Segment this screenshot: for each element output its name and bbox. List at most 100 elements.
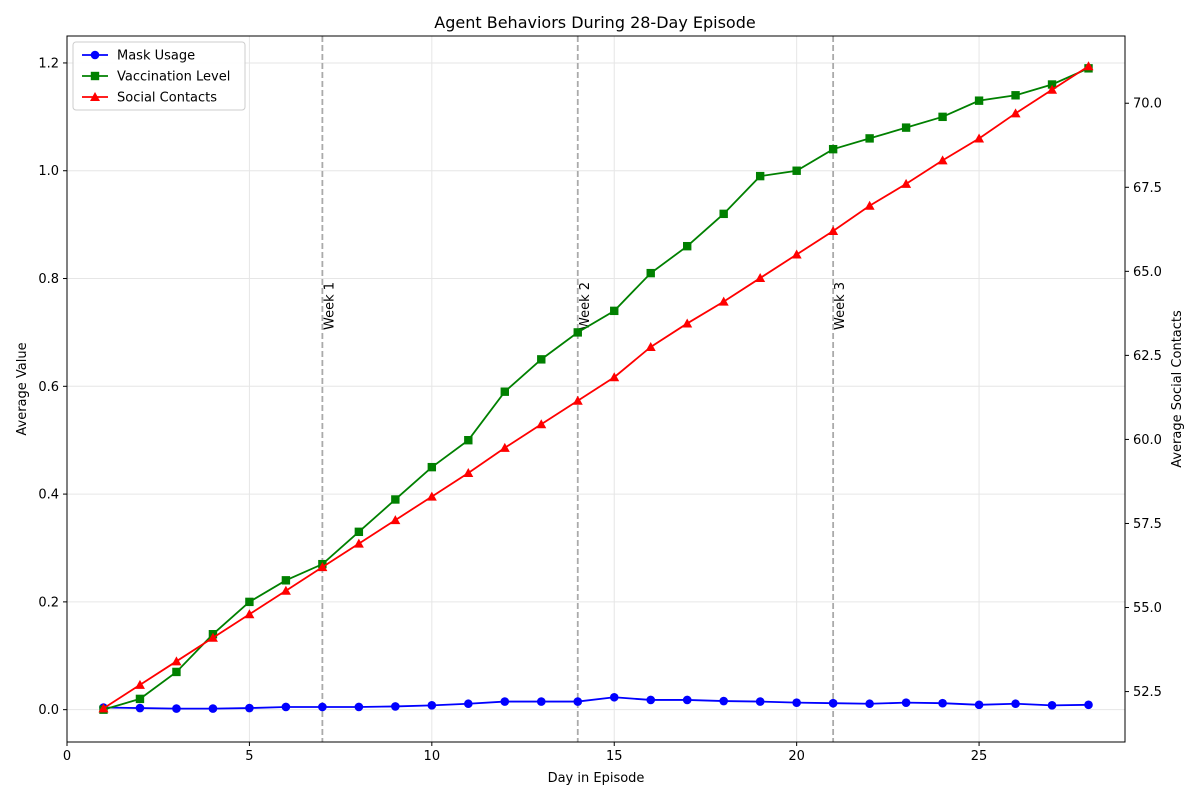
data-point [864,200,875,210]
data-point [90,71,100,81]
data-point [865,134,874,143]
legend-label: Social Contacts [117,91,217,106]
data-point [1047,701,1057,710]
data-point [573,328,582,337]
y2-tick-label: 57.5 [1133,517,1162,532]
data-point [500,697,510,706]
data-point [427,701,437,710]
data-point [245,597,254,607]
data-point [718,296,729,306]
data-point [828,144,838,154]
data-point [1010,108,1021,118]
y-axis-label: Average Value [15,342,30,435]
data-point [609,372,620,382]
series-line [103,696,1089,710]
data-point [135,703,145,713]
y2-tick-label: 52.5 [1133,685,1162,700]
data-point [90,92,100,101]
data-point [791,249,802,259]
data-point [536,419,547,429]
plot-area-frame [66,35,1126,743]
y-tick-label: 0.8 [38,272,59,287]
data-point [1011,699,1020,709]
legend-item: Mask Usage [82,49,195,64]
y2-tick-label: 67.5 [1133,181,1162,196]
data-point [755,273,766,283]
data-point [1047,80,1057,89]
data-point [98,703,109,713]
data-point [245,703,254,713]
week-marker-label: Week 1 [322,282,337,330]
data-point [645,341,656,351]
data-point [646,695,656,705]
data-point [719,209,728,219]
data-point [426,491,437,501]
data-point [683,241,692,251]
series-social-contacts [98,61,1094,713]
series-line [102,65,1090,710]
data-point [1083,61,1094,71]
data-point [974,133,985,143]
data-point [536,697,546,706]
data-point [244,609,255,619]
x-tick-label: 10 [424,749,441,764]
data-point [172,667,181,677]
data-point [682,695,692,705]
y-axis-right: 52.5 55.0 57.5 60.0 62.5 65.0 67.5 70.0 [1125,97,1162,700]
data-point [391,702,400,711]
data-point [207,632,218,642]
y-tick-label: 0.0 [38,703,59,718]
y2-tick-label: 70.0 [1133,97,1162,112]
data-point [171,656,182,666]
series-layer [98,61,1094,714]
y-axis-left: 0.0 0.2 0.4 0.6 0.8 1.0 1.2 [38,56,67,718]
week-marker-label: Week 2 [578,282,593,330]
data-point [135,694,145,704]
data-point [134,679,145,689]
data-point [974,96,984,105]
data-point [537,355,546,364]
y2-axis-label: Average Social Contacts [1170,310,1185,468]
data-point [572,395,583,405]
chart-title: Agent Behaviors During 28-Day Episode [434,13,755,32]
y-tick-label: 0.4 [38,488,59,503]
x-tick-label: 5 [245,749,253,764]
data-point [1011,91,1020,100]
data-point [391,495,400,504]
data-point [464,699,473,709]
data-point [755,171,765,181]
data-point [1047,84,1058,94]
y-tick-label: 1.0 [38,164,59,179]
legend-item: Vaccination Level [82,70,230,85]
data-point [901,178,912,188]
data-point [90,50,100,60]
data-point [172,704,181,713]
data-point [646,268,655,278]
grid [66,36,1125,742]
data-point [500,387,509,396]
data-point [463,468,474,478]
data-point [354,527,364,537]
y2-tick-label: 60.0 [1133,433,1162,448]
series-line [103,67,1089,711]
y2-tick-label: 55.0 [1133,601,1162,616]
data-point [318,702,327,712]
data-point [937,155,948,165]
data-point [281,702,291,712]
data-point [354,702,364,712]
x-tick-label: 0 [63,749,71,764]
series-mask-usage [99,692,1093,713]
data-point [464,435,473,445]
x-tick-label: 25 [971,749,988,764]
week-markers: Week 1 Week 2 Week 3 [321,36,848,742]
data-point [938,112,947,122]
legend-box [72,41,246,111]
data-point [792,166,801,175]
data-point [390,515,401,525]
y-tick-label: 0.2 [38,595,59,610]
data-point [938,698,947,708]
data-point [901,123,911,132]
data-point [719,696,728,706]
data-point [682,318,693,328]
